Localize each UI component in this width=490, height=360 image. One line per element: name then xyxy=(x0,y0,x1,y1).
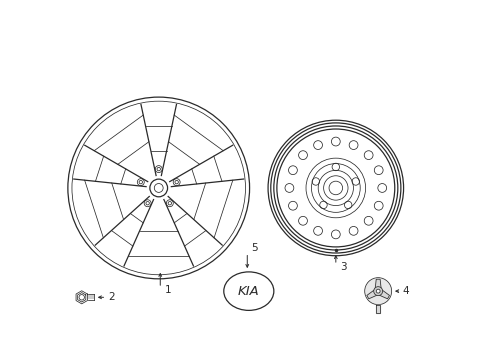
Circle shape xyxy=(314,226,322,235)
Text: 5: 5 xyxy=(251,243,258,253)
Circle shape xyxy=(314,141,322,149)
Ellipse shape xyxy=(224,272,274,310)
Circle shape xyxy=(364,151,373,159)
Circle shape xyxy=(378,184,387,192)
Text: 3: 3 xyxy=(340,262,346,272)
Circle shape xyxy=(298,151,307,159)
Circle shape xyxy=(364,216,373,225)
Text: 1: 1 xyxy=(165,285,172,295)
Circle shape xyxy=(298,216,307,225)
Circle shape xyxy=(289,201,297,210)
Circle shape xyxy=(374,287,383,296)
Circle shape xyxy=(365,278,392,305)
Text: 2: 2 xyxy=(108,292,115,302)
Circle shape xyxy=(374,201,383,210)
Circle shape xyxy=(374,166,383,175)
Circle shape xyxy=(289,166,297,175)
Text: 4: 4 xyxy=(403,286,410,296)
Polygon shape xyxy=(376,305,380,313)
Text: KIA: KIA xyxy=(238,285,260,298)
Circle shape xyxy=(376,289,380,293)
Circle shape xyxy=(285,184,294,192)
Polygon shape xyxy=(376,288,390,299)
Circle shape xyxy=(331,230,340,239)
Circle shape xyxy=(349,226,358,235)
Circle shape xyxy=(331,137,340,146)
Circle shape xyxy=(349,141,358,149)
Polygon shape xyxy=(375,279,381,291)
Polygon shape xyxy=(367,288,380,299)
